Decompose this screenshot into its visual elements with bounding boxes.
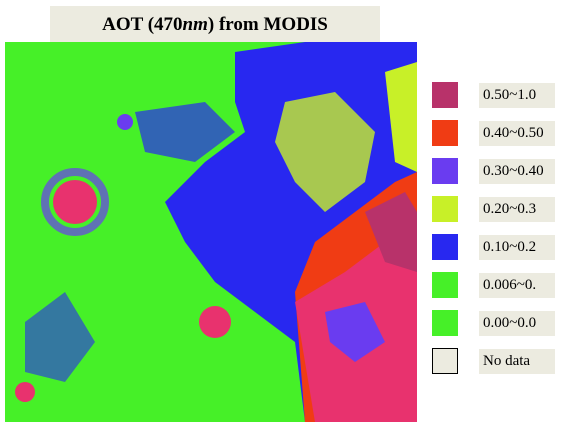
title: AOT (470nm) from MODIS bbox=[50, 6, 380, 42]
city-aerosol bbox=[53, 180, 97, 224]
city-aerosol bbox=[199, 306, 231, 338]
city-aerosol bbox=[15, 382, 35, 402]
legend-swatch bbox=[432, 348, 458, 374]
legend-swatch bbox=[432, 234, 458, 260]
legend-label: No data bbox=[479, 349, 555, 374]
legend-label: 0.006~0. bbox=[479, 273, 555, 298]
legend-swatch bbox=[432, 82, 458, 108]
legend-label: 0.00~0.0 bbox=[479, 311, 555, 336]
legend-swatch bbox=[432, 158, 458, 184]
title-unit: nm bbox=[183, 14, 208, 35]
legend-label: 0.20~0.3 bbox=[479, 197, 555, 222]
legend-swatch bbox=[432, 196, 458, 222]
legend-swatch bbox=[432, 310, 458, 336]
aot-map bbox=[5, 42, 417, 422]
legend-label: 0.10~0.2 bbox=[479, 235, 555, 260]
legend-label: 0.50~1.0 bbox=[479, 83, 555, 108]
city-aerosol bbox=[117, 114, 133, 130]
page: AOT (470nm) from MODIS 0.50~1.0 0.40~0.50… bbox=[0, 0, 580, 422]
legend-label: 0.30~0.40 bbox=[479, 159, 555, 184]
legend-label: 0.40~0.50 bbox=[479, 121, 555, 146]
legend-swatch bbox=[432, 272, 458, 298]
title-prefix: AOT (470 bbox=[102, 14, 182, 35]
title-suffix: ) from MODIS bbox=[208, 14, 328, 35]
legend-swatch bbox=[432, 120, 458, 146]
